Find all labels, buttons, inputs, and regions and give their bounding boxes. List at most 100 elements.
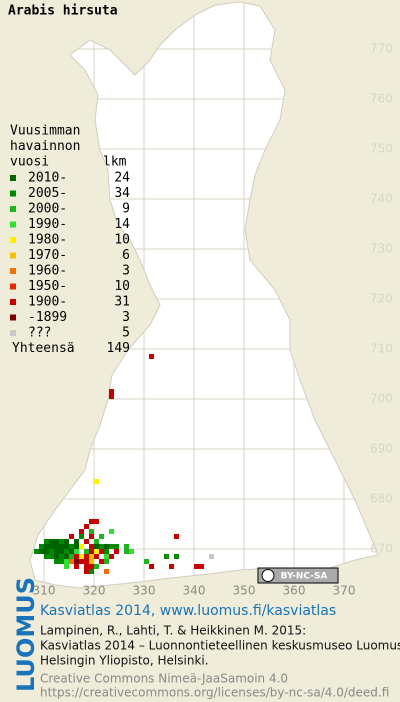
- finland-outline: [29, 1, 379, 589]
- legend-swatch: [10, 252, 16, 259]
- grid-cell: [64, 539, 69, 544]
- grid-cell: [94, 549, 99, 554]
- legend-swatch: [10, 283, 16, 290]
- grid-cell: [109, 394, 114, 399]
- y-tick-label: 750: [370, 142, 393, 156]
- grid-cell: [94, 544, 99, 549]
- grid-cell: [64, 564, 69, 569]
- y-tick-label: 760: [370, 92, 393, 106]
- grid-cell: [44, 544, 49, 549]
- legend-label: 1980-: [28, 233, 67, 248]
- grid-cell: [144, 559, 149, 564]
- x-tick-label: 310: [33, 584, 56, 598]
- grid-cell: [109, 389, 114, 394]
- grid-cell: [49, 554, 54, 559]
- grid-cell: [74, 549, 79, 554]
- grid-cell: [99, 549, 104, 554]
- grid-cell: [79, 544, 84, 549]
- grid-cell: [49, 549, 54, 554]
- grid-cell: [104, 569, 109, 574]
- legend-label: 1970-: [28, 248, 67, 263]
- legend-count: 34: [114, 186, 130, 201]
- legend-count: 14: [114, 217, 130, 232]
- grid-cell: [199, 564, 204, 569]
- legend-swatch: [10, 268, 16, 274]
- grid-cell: [104, 559, 109, 564]
- grid-cell: [44, 549, 49, 554]
- total-label: Yhteensä: [12, 341, 75, 356]
- grid-cell: [174, 554, 179, 559]
- grid-cell: [89, 544, 94, 549]
- legend-label: 1950-: [28, 279, 67, 294]
- grid-cell: [84, 559, 89, 564]
- grid-cell: [64, 559, 69, 564]
- grid-cell: [89, 549, 94, 554]
- y-tick-label: 670: [370, 542, 393, 556]
- license-badge: BY-NC-SA: [257, 567, 339, 584]
- grid-cell: [164, 554, 169, 559]
- y-tick-label: 690: [370, 442, 393, 456]
- legend-label: ???: [28, 326, 51, 341]
- grid-cell: [94, 539, 99, 544]
- grid-cell: [84, 524, 89, 529]
- legend-swatch: [10, 206, 16, 212]
- legend-label: 1900-: [28, 295, 67, 310]
- grid-cell: [94, 564, 99, 569]
- grid-cell: [94, 479, 99, 484]
- grid-cell: [54, 544, 59, 549]
- grid-cell: [54, 559, 59, 564]
- grid-cell: [69, 549, 74, 554]
- grid-cell: [99, 559, 104, 564]
- grid-cell: [104, 554, 109, 559]
- grid-cell: [129, 549, 134, 554]
- x-tick-label: 320: [83, 584, 106, 598]
- grid-cell: [74, 539, 79, 544]
- grid-cell: [109, 554, 114, 559]
- grid-cell: [59, 554, 64, 559]
- grid-cell: [69, 534, 74, 539]
- grid-cell: [54, 539, 59, 544]
- legend-count: 24: [114, 171, 130, 186]
- grid-cell: [99, 534, 104, 539]
- legend-count: 10: [114, 233, 130, 248]
- grid-cell: [49, 539, 54, 544]
- grid-cell: [49, 544, 54, 549]
- grid-cell: [89, 564, 94, 569]
- cc-icon: [261, 569, 275, 582]
- grid-cell: [89, 569, 94, 574]
- citation-line: Lampinen, R., Lahti, T. & Heikkinen M. 2…: [40, 624, 306, 638]
- grid-cell: [39, 549, 44, 554]
- legend-title: havainnon: [10, 139, 80, 154]
- grid-cell: [194, 564, 199, 569]
- grid-cell: [89, 529, 94, 534]
- grid-cell: [84, 539, 89, 544]
- total-count: 149: [107, 341, 130, 356]
- grid-cell: [64, 554, 69, 559]
- y-tick-label: 720: [370, 292, 393, 306]
- grid-cell: [89, 519, 94, 524]
- legend-label: 1960-: [28, 264, 67, 279]
- headline[interactable]: Kasviatlas 2014, www.luomus.fi/kasviatla…: [40, 603, 336, 619]
- grid-cell: [74, 554, 79, 559]
- grid-cell: [79, 559, 84, 564]
- grid-cell: [79, 529, 84, 534]
- citation-line: Kasviatlas 2014 – Luonnontieteellinen ke…: [40, 639, 400, 653]
- grid-cell: [124, 544, 129, 549]
- grid-cell: [84, 554, 89, 559]
- legend-label: 2000-: [28, 202, 67, 217]
- grid-cell: [89, 559, 94, 564]
- grid-cell: [44, 554, 49, 559]
- grid-cell: [94, 519, 99, 524]
- legend-count: 3: [122, 264, 130, 279]
- badge-box: [257, 567, 339, 584]
- badge-text: BY-NC-SA: [281, 572, 328, 582]
- grid-cell: [69, 559, 74, 564]
- legend-title: Vuusimman: [10, 124, 80, 139]
- legend-swatch: [10, 299, 16, 305]
- y-tick-label: 710: [370, 342, 393, 356]
- grid-cell: [64, 549, 69, 554]
- grid-cell: [124, 549, 129, 554]
- grid-cell: [169, 564, 174, 569]
